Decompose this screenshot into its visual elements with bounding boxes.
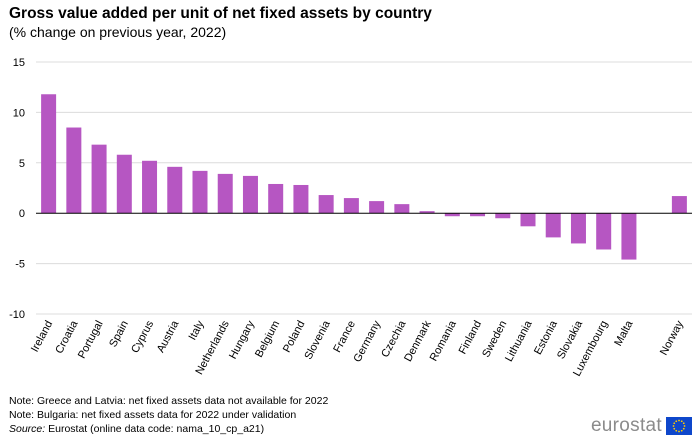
y-tick-label: 10 bbox=[13, 107, 25, 119]
bar bbox=[116, 154, 132, 214]
note-greece-latvia: Note: Greece and Latvia: net fixed asset… bbox=[9, 395, 329, 407]
x-tick-label: Poland bbox=[281, 319, 308, 355]
x-tick-label: Norway bbox=[658, 318, 686, 357]
chart-notes: Note: Greece and Latvia: net fixed asset… bbox=[9, 394, 328, 436]
x-tick-label: Croatia bbox=[53, 318, 81, 356]
bar bbox=[293, 184, 309, 214]
bar bbox=[419, 211, 435, 214]
x-tick-label: Estonia bbox=[532, 318, 560, 357]
x-tick-label: Belgium bbox=[253, 319, 282, 360]
bar bbox=[268, 183, 284, 214]
x-tick-label: Portugal bbox=[76, 319, 106, 361]
bar bbox=[621, 213, 637, 260]
x-tick-label: Austria bbox=[155, 318, 182, 355]
bar bbox=[66, 127, 82, 214]
bar bbox=[369, 201, 385, 214]
y-tick-label: -10 bbox=[9, 309, 25, 321]
bar bbox=[394, 204, 410, 214]
bar bbox=[545, 213, 561, 238]
bar bbox=[217, 173, 233, 214]
x-tick-label: Cyprus bbox=[129, 318, 156, 355]
x-tick-label: Spain bbox=[107, 319, 131, 349]
x-tick-label: Malta bbox=[612, 318, 636, 348]
y-tick-label: 0 bbox=[19, 208, 25, 220]
bar bbox=[343, 198, 359, 214]
bar bbox=[318, 195, 334, 214]
bar bbox=[470, 213, 486, 217]
bar bbox=[91, 144, 107, 214]
chart-subtitle: (% change on previous year, 2022) bbox=[9, 24, 227, 40]
x-tick-label: France bbox=[331, 319, 358, 355]
bar bbox=[570, 213, 586, 244]
y-tick-label: 15 bbox=[13, 57, 25, 69]
chart-title: Gross value added per unit of net fixed … bbox=[9, 5, 432, 22]
x-tick-label: Italy bbox=[187, 318, 207, 342]
bar bbox=[242, 175, 258, 214]
source-label: Source: bbox=[9, 423, 46, 435]
bar bbox=[520, 213, 536, 227]
bar bbox=[142, 160, 158, 214]
y-tick-label: -5 bbox=[15, 259, 25, 271]
bar bbox=[671, 196, 687, 214]
eu-flag-icon bbox=[666, 417, 692, 435]
bar bbox=[596, 213, 612, 250]
bar bbox=[444, 213, 460, 217]
y-tick-label: 5 bbox=[19, 158, 25, 170]
source-text: Eurostat (online data code: nama_10_cp_a… bbox=[45, 423, 265, 435]
note-bulgaria: Note: Bulgaria: net fixed assets data fo… bbox=[9, 409, 297, 421]
eurostat-logo: eurostat bbox=[591, 415, 692, 437]
source-line: Source: Eurostat (online data code: nama… bbox=[9, 422, 328, 436]
bar bbox=[192, 170, 208, 214]
bar bbox=[167, 166, 183, 214]
eurostat-logo-text: eurostat bbox=[590, 415, 662, 436]
bar bbox=[495, 213, 511, 219]
bar bbox=[41, 94, 57, 214]
x-tick-label: Finland bbox=[457, 319, 485, 356]
x-tick-label: Ireland bbox=[29, 319, 55, 354]
